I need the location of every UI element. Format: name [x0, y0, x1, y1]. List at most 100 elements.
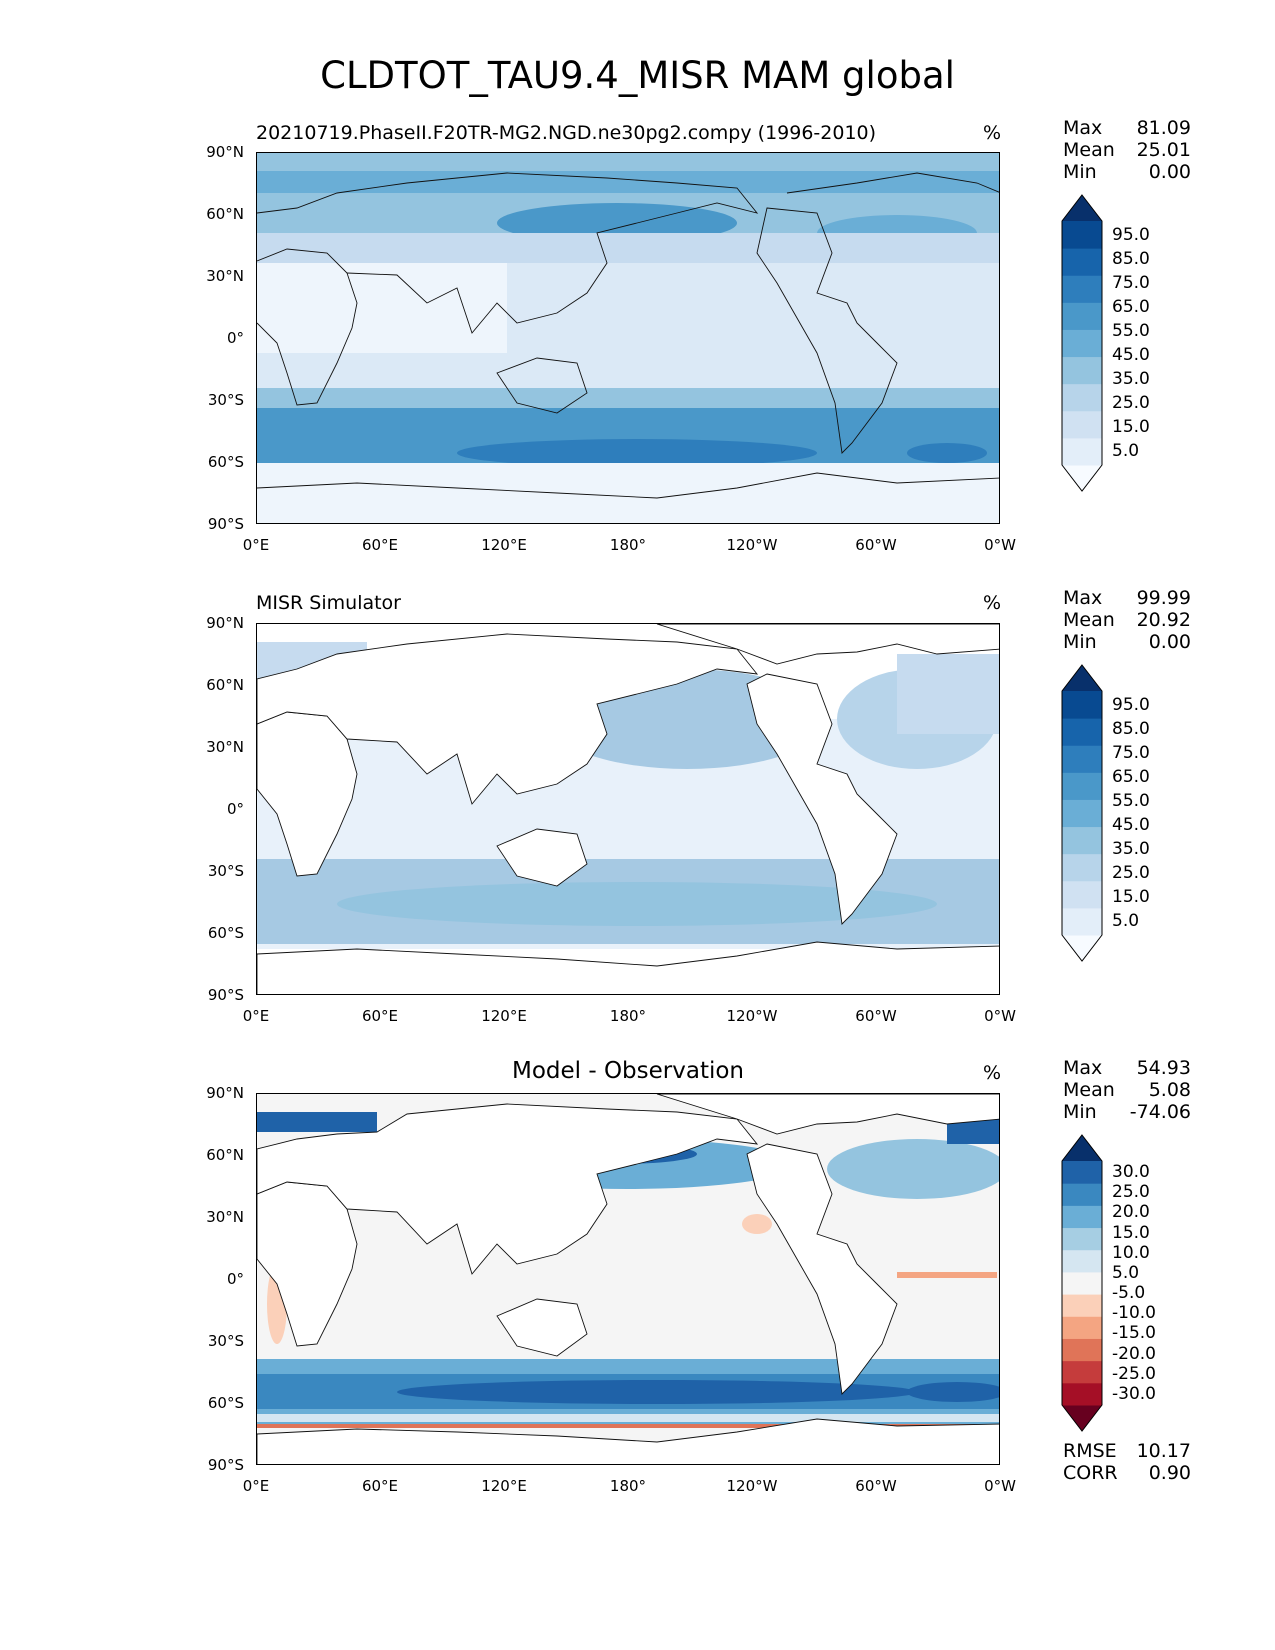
- colorbar-bin: [1062, 826, 1102, 855]
- map-observation: [256, 623, 1000, 995]
- colorbar-bin: [1062, 1227, 1102, 1251]
- colorbar-label: 55.0: [1112, 320, 1150, 341]
- colorbar-bin: [1062, 1360, 1102, 1384]
- stat-max: 99.99: [1136, 587, 1191, 609]
- xtick-120w: 120°W: [726, 536, 778, 554]
- colorbar-extend-high: [1062, 665, 1102, 691]
- colorbar-extend-low: [1062, 1405, 1102, 1431]
- xtick-0w: 0°W: [984, 1007, 1016, 1025]
- colorbar-bin: [1062, 1183, 1102, 1206]
- ytick-90n: 90°N: [206, 614, 244, 632]
- stat-max-label: Max: [1063, 587, 1103, 609]
- colorbar-difference: [1061, 1134, 1103, 1432]
- colorbar-label: 95.0: [1112, 694, 1150, 715]
- xtick-120w: 120°W: [726, 1477, 778, 1495]
- ytick-90s: 90°S: [207, 986, 244, 1004]
- colorbar-label: -30.0: [1112, 1383, 1156, 1404]
- colorbar-bin: [1062, 1249, 1102, 1273]
- stat-min-label: Min: [1063, 161, 1097, 183]
- colorbar-outline: [1061, 194, 1103, 492]
- xtick-60w: 60°W: [855, 1007, 897, 1025]
- xtick-0e: 0°E: [242, 536, 270, 554]
- colorbar-label: 5.0: [1112, 911, 1140, 932]
- ytick-0: 0°: [226, 329, 244, 347]
- colorbar-bin: [1062, 302, 1102, 330]
- colorbar-bin: [1062, 691, 1102, 719]
- stat-mean-label: Mean: [1063, 1079, 1115, 1101]
- stat-min: -74.06: [1129, 1101, 1191, 1123]
- panel-model-units: %: [983, 122, 1002, 144]
- ytick-90n: 90°N: [206, 143, 244, 161]
- stat-mean: 20.92: [1136, 609, 1191, 631]
- stat-mean: 5.08: [1148, 1079, 1191, 1101]
- colorbar-bin: [1062, 907, 1102, 936]
- colorbar-label: 55.0: [1112, 790, 1150, 811]
- ytick-60n: 60°N: [206, 676, 244, 694]
- stat-max: 54.93: [1136, 1057, 1191, 1079]
- xtick-120w: 120°W: [726, 1007, 778, 1025]
- colorbar-label: 35.0: [1112, 839, 1150, 860]
- colorbar-bin: [1062, 383, 1102, 412]
- colorbar-label: -25.0: [1112, 1363, 1156, 1384]
- xtick-180: 180°: [609, 1477, 647, 1495]
- ytick-60s: 60°S: [207, 453, 244, 471]
- xtick-180: 180°: [609, 1007, 647, 1025]
- colorbar-label: 25.0: [1112, 393, 1150, 414]
- stats-difference: Max 54.93 Mean 5.08 Min -74.06: [1063, 1057, 1191, 1123]
- colorbar-label: 5.0: [1112, 441, 1140, 462]
- colorbar-extend-low: [1062, 935, 1102, 961]
- corr-label: CORR: [1063, 1462, 1118, 1484]
- xtick-120e: 120°E: [481, 536, 527, 554]
- ytick-0: 0°: [226, 1270, 244, 1288]
- colorbar-bin: [1062, 275, 1102, 303]
- colorbar-bin: [1062, 437, 1102, 466]
- ytick-90s: 90°S: [207, 515, 244, 533]
- colorbar-bin: [1062, 1294, 1102, 1317]
- rmse-label: RMSE: [1063, 1440, 1117, 1462]
- colorbar-label: 15.0: [1112, 417, 1150, 438]
- colorbar-bin: [1062, 1205, 1102, 1229]
- colorbar-label: 85.0: [1112, 248, 1150, 269]
- colorbar-bin: [1062, 1271, 1102, 1295]
- colorbar-label: 30.0: [1112, 1162, 1150, 1183]
- colorbar-bin: [1062, 880, 1102, 909]
- colorbar-bin: [1062, 1382, 1102, 1406]
- xtick-0e: 0°E: [242, 1007, 270, 1025]
- colorbar-extend-high: [1062, 195, 1102, 221]
- stat-mean-label: Mean: [1063, 609, 1115, 631]
- xtick-120e: 120°E: [481, 1477, 527, 1495]
- ytick-60s: 60°S: [207, 1394, 244, 1412]
- colorbar-label: -15.0: [1112, 1323, 1156, 1344]
- ytick-60n: 60°N: [206, 205, 244, 223]
- colorbar-bin: [1062, 772, 1102, 800]
- xtick-60w: 60°W: [855, 1477, 897, 1495]
- colorbar-label: 85.0: [1112, 718, 1150, 739]
- ytick-90n: 90°N: [206, 1084, 244, 1102]
- xtick-60e: 60°E: [361, 1007, 399, 1025]
- map-difference: [256, 1093, 1000, 1465]
- ytick-60s: 60°S: [207, 924, 244, 942]
- stat-min: 0.00: [1148, 631, 1191, 653]
- colorbar-label: 20.0: [1112, 1202, 1150, 1223]
- stats-observation: Max 99.99 Mean 20.92 Min 0.00: [1063, 587, 1191, 653]
- stat-max-label: Max: [1063, 117, 1103, 139]
- xtick-60e: 60°E: [361, 1477, 399, 1495]
- panel-observation-title: MISR Simulator: [256, 592, 401, 614]
- xtick-180: 180°: [609, 536, 647, 554]
- colorbar-label: 75.0: [1112, 272, 1150, 293]
- colorbar-observation: [1061, 664, 1103, 962]
- colorbar-bin: [1062, 1316, 1102, 1339]
- panel-model: 20210719.PhaseII.F20TR-MG2.NGD.ne30pg2.c…: [0, 0, 1275, 554]
- colorbar-label: -10.0: [1112, 1303, 1156, 1324]
- colorbar-label: -20.0: [1112, 1343, 1156, 1364]
- colorbar-label: 25.0: [1112, 863, 1150, 884]
- rmse-value: 10.17: [1136, 1440, 1191, 1462]
- colorbar-label: 45.0: [1112, 345, 1150, 366]
- colorbar-bin: [1062, 329, 1102, 358]
- colorbar-label: 35.0: [1112, 369, 1150, 390]
- panel-observation-units: %: [983, 592, 1002, 614]
- colorbar-label: -5.0: [1112, 1283, 1146, 1304]
- colorbar-label: 65.0: [1112, 296, 1150, 317]
- xtick-0w: 0°W: [984, 1477, 1016, 1495]
- colorbar-bin: [1062, 1338, 1102, 1362]
